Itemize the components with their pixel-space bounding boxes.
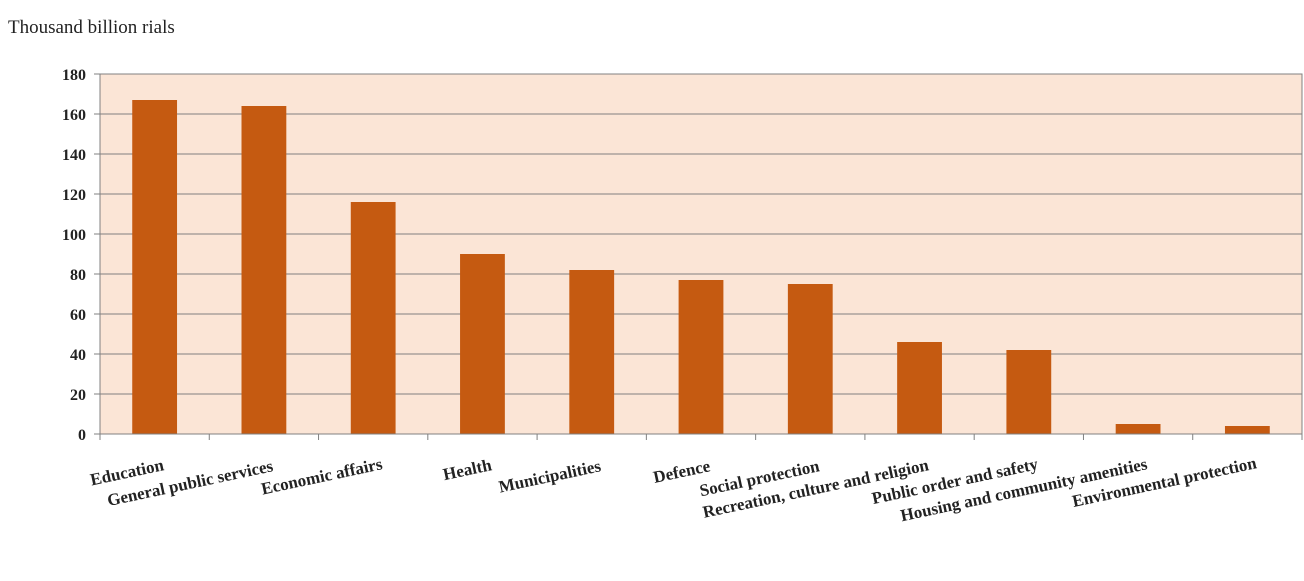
axes xyxy=(99,74,1303,440)
y-tick-label: 120 xyxy=(62,187,86,204)
y-tick-label: 100 xyxy=(62,227,86,244)
y-tick-label: 60 xyxy=(70,307,86,324)
bar-2 xyxy=(241,106,287,434)
gridlines xyxy=(100,73,1302,395)
y-tick-label: 180 xyxy=(62,67,86,84)
y-tick-label: 160 xyxy=(62,107,86,124)
unit-label: Thousand billion rials xyxy=(8,17,175,38)
x-tick-label: Economic affairs xyxy=(260,454,385,498)
bar-9 xyxy=(1006,350,1052,434)
x-tick-label: Municipalities xyxy=(497,456,603,496)
bar-4 xyxy=(460,254,505,434)
bar-3 xyxy=(350,202,396,434)
y-tick-label: 20 xyxy=(70,387,86,404)
bar-8 xyxy=(897,342,942,434)
y-tick-label: 0 xyxy=(78,427,86,444)
y-tick-label: 80 xyxy=(70,267,86,284)
bar-5 xyxy=(569,270,615,434)
y-tick-label: 140 xyxy=(62,147,86,164)
bar-11 xyxy=(1224,426,1270,434)
y-axis-ticks: 0 20 40 60 80 100 120 140 160 180 xyxy=(62,67,100,444)
x-tick-label: Health xyxy=(441,455,494,484)
y-tick-label: 40 xyxy=(70,347,86,364)
bar-6 xyxy=(678,280,724,434)
bar-7 xyxy=(787,284,833,434)
bar-10 xyxy=(1115,424,1161,434)
bars xyxy=(132,100,1270,434)
bar-1 xyxy=(132,100,178,434)
